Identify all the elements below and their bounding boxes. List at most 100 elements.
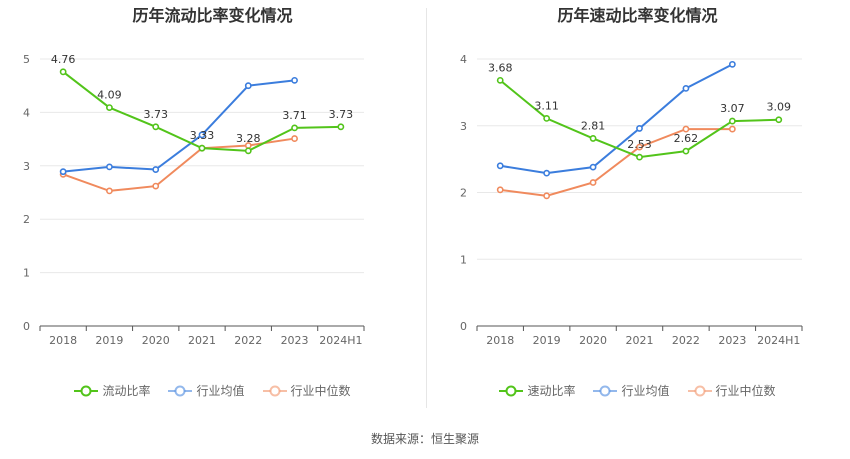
data-point bbox=[589, 179, 597, 186]
chart-title: 历年速动比率变化情况 bbox=[557, 6, 718, 25]
data-point bbox=[152, 123, 160, 131]
legend-label: 速动比率 bbox=[527, 384, 576, 398]
y-tick-label: 0 bbox=[23, 320, 30, 333]
data-point bbox=[106, 187, 113, 195]
series-line bbox=[62, 137, 295, 192]
legend-swatch-icon bbox=[687, 385, 712, 396]
quick-ratio-chart: 历年速动比率变化情况 0 1 2 3 4 2018 2019 2020 2021 2022 2023… bbox=[425, 0, 850, 410]
data-label: 3.33 bbox=[190, 129, 215, 142]
data-point bbox=[291, 135, 298, 142]
y-tick-label: 3 bbox=[23, 160, 30, 173]
data-label: 3.11 bbox=[534, 99, 559, 112]
legend-item[interactable]: 行业中位数 bbox=[262, 382, 351, 399]
y-tick-label: 3 bbox=[460, 120, 467, 133]
panel-divider bbox=[426, 8, 427, 408]
x-tick-label: 2021 bbox=[626, 334, 654, 347]
data-label: 3.73 bbox=[143, 108, 168, 121]
legend-swatch-icon bbox=[593, 385, 618, 396]
x-tick-label: 2018 bbox=[486, 334, 514, 347]
legend-swatch-icon bbox=[74, 385, 99, 396]
data-point bbox=[59, 168, 67, 176]
data-point bbox=[152, 182, 160, 190]
data-point bbox=[244, 147, 252, 155]
y-tick-label: 4 bbox=[460, 53, 467, 66]
x-tick-label: 2022 bbox=[672, 334, 700, 347]
data-label: 2.62 bbox=[674, 132, 699, 145]
data-point bbox=[291, 124, 298, 132]
data-label: 3.07 bbox=[720, 102, 745, 115]
legend-label: 流动比率 bbox=[102, 384, 151, 398]
legend-label: 行业均值 bbox=[196, 384, 245, 398]
data-point bbox=[682, 147, 690, 155]
series-line bbox=[500, 128, 733, 197]
chart-title: 历年流动比率变化情况 bbox=[132, 6, 293, 25]
data-point bbox=[59, 68, 67, 76]
data-point bbox=[106, 163, 113, 171]
x-tick-label: 2023 bbox=[718, 334, 746, 347]
data-source-note: 数据来源：恒生聚源 bbox=[370, 432, 479, 446]
legend-label: 行业均值 bbox=[621, 384, 670, 398]
data-label: 4.76 bbox=[51, 53, 76, 66]
data-point bbox=[682, 125, 690, 133]
series-line bbox=[63, 79, 295, 173]
x-tick-label: 2024H1 bbox=[757, 334, 800, 347]
x-tick-label: 2022 bbox=[234, 334, 262, 347]
data-point bbox=[291, 76, 298, 84]
data-point bbox=[543, 192, 551, 200]
legend-item[interactable]: 行业均值 bbox=[168, 382, 245, 399]
y-tick-label: 2 bbox=[23, 213, 30, 226]
legend-label: 行业中位数 bbox=[290, 384, 351, 398]
data-label: 2.81 bbox=[581, 119, 606, 132]
legend-item[interactable]: 速动比率 bbox=[499, 382, 575, 399]
current-ratio-chart: 历年流动比率变化情况 0 1 2 3 4 5 2018 2019 2020 2021 2022 202… bbox=[0, 0, 425, 410]
legend-item[interactable]: 流动比率 bbox=[74, 382, 150, 399]
legend: 速动比率 行业均值 行业中位数 bbox=[425, 382, 850, 399]
x-tick-label: 2020 bbox=[142, 334, 170, 347]
y-tick-label: 1 bbox=[460, 253, 467, 266]
x-tick-label: 2018 bbox=[49, 334, 77, 347]
data-point bbox=[496, 76, 504, 84]
legend: 流动比率 行业均值 行业中位数 bbox=[0, 382, 425, 399]
data-point bbox=[337, 123, 345, 131]
data-point bbox=[775, 116, 783, 124]
x-tick-label: 2019 bbox=[95, 334, 123, 347]
x-tick-label: 2020 bbox=[579, 334, 607, 347]
data-label: 3.28 bbox=[236, 132, 261, 145]
data-point bbox=[589, 163, 597, 171]
legend-item[interactable]: 行业均值 bbox=[593, 382, 670, 399]
current-ratio-plot: 0 1 2 3 4 5 2018 2019 2020 2021 2022 2023 2024H1 4.76… bbox=[23, 53, 365, 347]
data-point bbox=[106, 104, 113, 111]
x-tick-label: 2024H1 bbox=[319, 334, 362, 347]
data-point bbox=[636, 153, 643, 161]
y-tick-label: 1 bbox=[23, 267, 30, 280]
data-point bbox=[496, 162, 504, 170]
data-point bbox=[589, 135, 597, 142]
data-label: 3.68 bbox=[488, 61, 513, 74]
data-point bbox=[728, 60, 736, 68]
data-point bbox=[152, 166, 160, 173]
data-point bbox=[543, 169, 551, 177]
data-label: 3.71 bbox=[282, 109, 307, 122]
series-line bbox=[500, 63, 733, 175]
quick-ratio-plot: 0 1 2 3 4 2018 2019 2020 2021 2022 2023 2024H1 3.68 3… bbox=[460, 53, 803, 347]
data-point bbox=[198, 131, 206, 139]
y-tick-label: 2 bbox=[460, 187, 467, 200]
data-point bbox=[682, 84, 690, 92]
data-label: 3.73 bbox=[329, 108, 354, 121]
data-point bbox=[543, 115, 551, 122]
data-label: 3.09 bbox=[767, 101, 792, 114]
y-tick-label: 4 bbox=[23, 106, 30, 119]
data-label: 2.53 bbox=[627, 138, 652, 151]
x-tick-label: 2019 bbox=[533, 334, 561, 347]
y-tick-label: 0 bbox=[460, 320, 467, 333]
data-point bbox=[198, 144, 206, 152]
data-point bbox=[636, 143, 643, 151]
y-tick-label: 5 bbox=[23, 53, 30, 66]
x-tick-label: 2023 bbox=[281, 334, 309, 347]
legend-label: 行业中位数 bbox=[715, 384, 776, 398]
legend-swatch-icon bbox=[499, 385, 524, 396]
legend-item[interactable]: 行业中位数 bbox=[687, 382, 776, 399]
legend-swatch-icon bbox=[168, 385, 193, 396]
data-point bbox=[636, 125, 643, 132]
data-point bbox=[244, 82, 252, 90]
